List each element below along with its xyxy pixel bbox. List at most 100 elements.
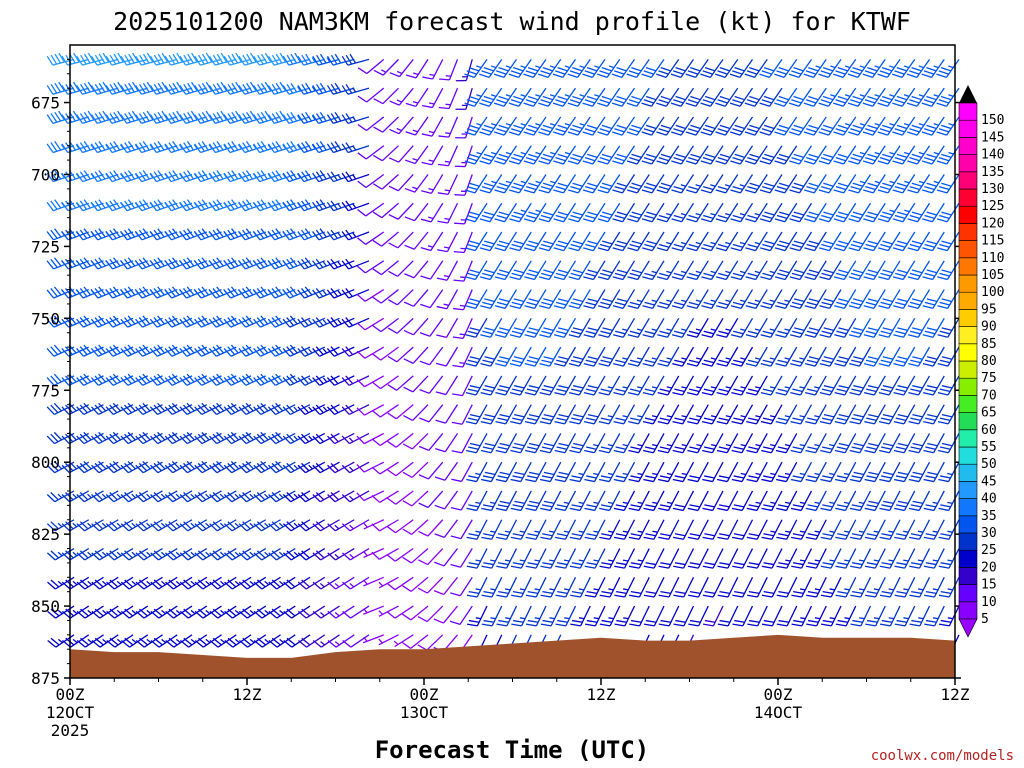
wind-barb [312,170,340,183]
barb-shaft [395,461,414,477]
barb-feather [242,550,251,559]
barb-feather [227,83,235,94]
wind-barb [626,59,650,79]
barb-feather [98,53,106,64]
barb-feather [499,385,510,389]
barb-feather [127,257,136,267]
barb-feather [641,73,652,79]
barb-feather [315,404,324,414]
barb-feather [183,579,192,588]
barb-shaft [608,461,621,482]
barb-feather [511,272,522,277]
wind-barb [372,317,399,333]
barb-feather [128,111,135,122]
barb-feather [330,462,339,472]
barb-feather [194,435,203,445]
wind-barb [208,81,237,95]
barb-feather [286,608,296,617]
barb-shaft [69,605,90,619]
barb-feather [732,99,743,104]
barb-feather [183,521,192,530]
barb-feather [238,464,247,474]
barb-half-feather [87,551,92,557]
barb-half-feather [363,522,368,528]
barb-feather [197,258,206,268]
barb-feather [405,74,417,79]
barb-feather [109,404,118,414]
barb-feather [304,257,313,267]
wind-barb [253,576,281,590]
barb-half-feather [490,65,497,69]
barb-feather [614,301,626,306]
wind-barb [179,315,208,328]
barb-feather [702,70,713,75]
barb-feather [76,581,86,590]
barb-shaft [444,433,459,453]
barb-feather [171,286,180,296]
barb-feather [172,141,180,151]
wind-barb [539,318,562,338]
barb-feather [371,409,381,418]
wind-barb [671,174,695,194]
wind-barb [553,318,577,338]
wind-barb [745,202,768,223]
barb-shaft [623,375,636,396]
barb-feather [297,114,305,124]
barb-shaft [668,577,680,598]
barb-feather [327,523,336,532]
barb-half-feather [443,275,450,278]
barb-feather [629,243,640,248]
barb-feather [138,142,146,152]
barb-half-feather [623,617,629,620]
barb-feather [612,247,623,252]
barb-feather [763,562,774,566]
barb-feather [689,417,700,421]
barb-feather [717,70,728,75]
wind-barb [387,289,414,306]
barb-feather [642,391,654,396]
barb-feather [497,562,509,566]
barb-feather [614,128,625,133]
wind-barb [238,52,266,66]
wind-barb [717,548,739,569]
barb-half-feather [161,638,167,644]
wind-barb [437,231,459,253]
barb-feather [76,347,84,357]
barb-feather [124,288,132,297]
barb-feather [526,330,537,335]
wind-barb [642,404,665,425]
barb-feather [315,550,325,559]
barb-feather [759,131,770,136]
barb-feather [597,131,608,136]
wind-barb [149,110,178,124]
barb-feather [451,421,463,425]
barb-feather [83,257,91,267]
barb-shaft [623,519,636,540]
barb-feather [673,128,684,133]
barb-feather [201,315,210,325]
barb-shaft [395,490,414,505]
barb-half-feather [264,609,270,615]
barb-shaft [712,490,724,511]
barb-feather [242,288,250,297]
barb-feather [616,591,627,595]
barb-shaft [381,231,399,247]
barb-feather [186,199,195,209]
barb-feather [731,391,742,396]
barb-shaft [446,260,459,281]
barb-feather [271,404,280,414]
wind-barb [554,490,577,512]
barb-feather [616,211,628,216]
barb-feather [124,404,133,414]
barb-feather [749,66,760,72]
barb-shaft [363,432,385,445]
barb-feather [643,449,654,454]
barb-feather [558,327,569,332]
barb-half-feather [739,212,746,216]
wind-barb [626,87,650,107]
barb-feather [718,388,729,393]
barb-feather [615,562,627,566]
barb-feather [275,111,283,122]
barb-shaft [550,548,562,569]
wind-barb [686,289,709,310]
